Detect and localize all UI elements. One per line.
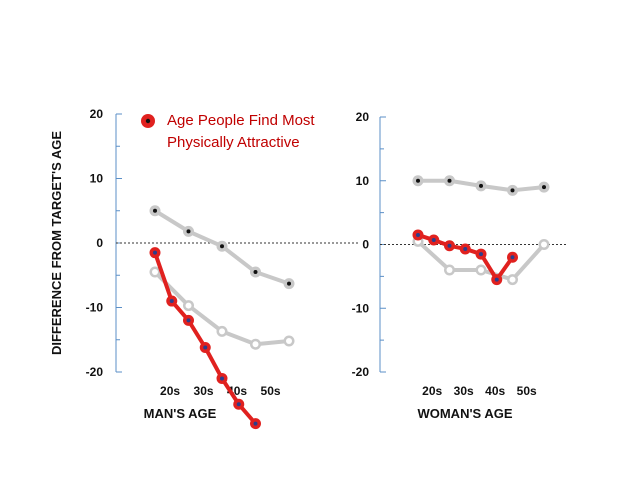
data-point-center bbox=[220, 376, 224, 381]
data-point-hollow bbox=[152, 269, 158, 276]
legend-label-line: Age People Find Most bbox=[167, 112, 315, 129]
x-tick-label: 20s bbox=[422, 384, 442, 398]
x-tick-label: 20s bbox=[160, 384, 180, 398]
data-point-center bbox=[447, 243, 452, 248]
x-axis-title: WOMAN'S AGE bbox=[417, 406, 512, 421]
y-tick-label: 0 bbox=[96, 236, 103, 250]
data-point-hollow bbox=[478, 267, 484, 273]
legend: Age People Find Most Physically Attractiv… bbox=[141, 112, 315, 151]
y-tick-label: 10 bbox=[356, 174, 370, 188]
x-tick-label: 40s bbox=[485, 384, 505, 398]
data-point-hollow bbox=[446, 267, 453, 273]
y-axis-title: DIFFERENCE FROM TARGET'S AGE bbox=[49, 131, 64, 355]
data-point-center bbox=[431, 238, 436, 243]
data-point-center bbox=[220, 244, 224, 249]
data-point-center bbox=[203, 345, 208, 350]
data-point-center bbox=[416, 232, 420, 237]
x-axis-title: MAN'S AGE bbox=[144, 406, 217, 421]
legend-label-line: Physically Attractive bbox=[167, 134, 300, 151]
series-lower bbox=[412, 235, 550, 286]
data-point-hollow bbox=[219, 328, 225, 335]
y-tick-label: -20 bbox=[86, 365, 104, 379]
y-tick-label: 20 bbox=[90, 107, 104, 121]
data-point-center bbox=[479, 183, 483, 188]
x-tick-label: 50s bbox=[261, 384, 281, 398]
data-point-hollow bbox=[286, 338, 292, 345]
data-point-center bbox=[416, 178, 420, 183]
data-point-center bbox=[463, 246, 468, 251]
y-tick-label: -20 bbox=[352, 365, 370, 379]
data-point-center bbox=[253, 270, 258, 275]
data-point-center bbox=[236, 402, 241, 407]
data-point-center bbox=[153, 250, 157, 255]
data-point-center bbox=[510, 255, 515, 260]
y-tick-label: -10 bbox=[352, 301, 370, 315]
series-attractive bbox=[412, 229, 518, 286]
data-point-center bbox=[479, 252, 483, 257]
series-lower bbox=[149, 266, 295, 350]
y-tick-label: 0 bbox=[362, 238, 369, 252]
data-point-center bbox=[494, 277, 499, 282]
legend-marker-center bbox=[145, 118, 151, 124]
data-point-center bbox=[186, 229, 191, 234]
data-point-center bbox=[510, 188, 515, 193]
data-point-hollow bbox=[185, 302, 192, 309]
y-tick-label: 10 bbox=[90, 172, 104, 186]
chart-panel-2: 20 10 0 -10 -20 20s 30s 40s 50s WOMAN'S AGE bbox=[352, 110, 568, 421]
data-point-center bbox=[447, 178, 452, 183]
data-point-center bbox=[169, 299, 174, 304]
x-tick-label: 30s bbox=[194, 384, 214, 398]
data-point-center bbox=[287, 281, 291, 286]
x-tick-label: 50s bbox=[517, 384, 537, 398]
data-point-hollow bbox=[541, 241, 547, 248]
series-upper bbox=[412, 175, 550, 196]
y-tick-label: 20 bbox=[356, 110, 370, 124]
y-tick-label: -10 bbox=[86, 301, 104, 315]
data-point-center bbox=[153, 208, 157, 213]
data-point-hollow bbox=[252, 341, 259, 348]
data-point-center bbox=[542, 185, 546, 190]
x-tick-label: 30s bbox=[454, 384, 474, 398]
series-attractive bbox=[149, 247, 261, 430]
series-upper bbox=[149, 205, 295, 290]
data-point-center bbox=[253, 421, 258, 426]
data-point-center bbox=[186, 318, 191, 323]
data-point-hollow bbox=[509, 276, 516, 283]
